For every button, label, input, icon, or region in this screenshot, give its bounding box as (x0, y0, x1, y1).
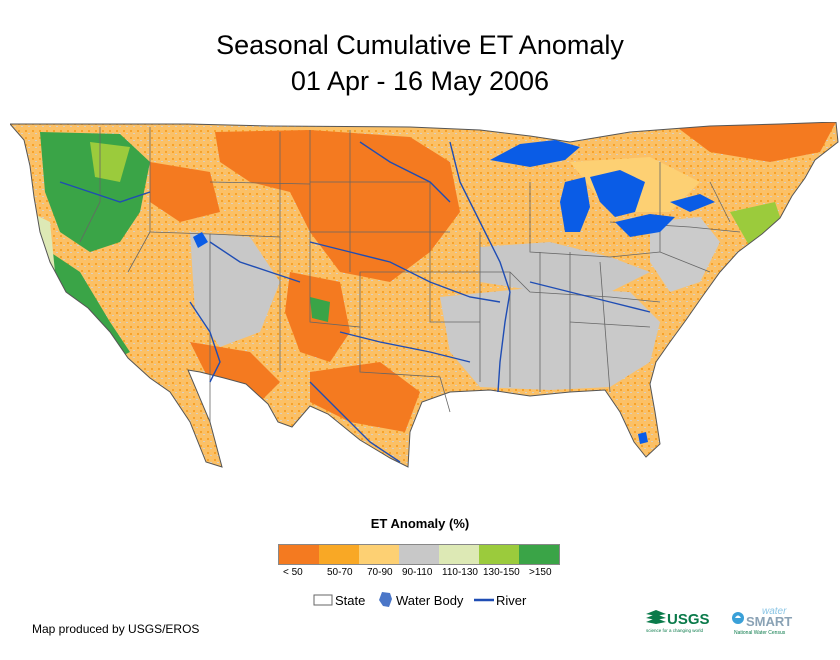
usgs-wordmark: USGS (667, 611, 710, 628)
legend-water-body-label: Water Body (396, 592, 464, 608)
legend-labels: < 50 50-70 70-90 90-110 110-130 130-150 … (272, 567, 572, 581)
usgs-tagline: science for a changing world (646, 628, 704, 633)
legend-swatches (278, 544, 560, 565)
legend-water-body: Water Body (376, 591, 463, 609)
legend-river-label: River (496, 592, 527, 608)
legend-label: 90-110 (402, 567, 433, 578)
et-anomaly-map (10, 122, 839, 468)
usgs-logo-icon: USGS science for a changing world (646, 610, 710, 633)
legend-label: >150 (529, 567, 552, 578)
lake-ontario (670, 194, 715, 212)
legend-label: < 50 (283, 567, 303, 578)
swatch-50-70 (319, 545, 359, 564)
river-line-icon (474, 598, 494, 602)
anomaly-fill (10, 122, 838, 467)
map-title: Seasonal Cumulative ET Anomaly (216, 30, 624, 60)
legend-river: River (473, 591, 526, 609)
state-outline-icon (313, 594, 333, 606)
lake-superior (490, 140, 580, 167)
legend-state-label: State (335, 592, 366, 608)
legend-title: ET Anomaly (%) (370, 516, 470, 531)
legend-state: State (313, 591, 365, 609)
rivers (59, 141, 651, 463)
credit-text: Map produced by USGS/EROS (32, 622, 200, 636)
swatch-130-150 (479, 545, 519, 564)
swatch-70-90 (359, 545, 399, 564)
legend-label: 70-90 (367, 567, 393, 578)
lake-okeechobee (638, 432, 648, 444)
lake-michigan (560, 177, 590, 232)
water-word: water (762, 606, 787, 617)
state-boundaries (10, 122, 839, 468)
agency-logos: USGS science for a changing world water … (646, 606, 792, 636)
watersmart-logo-icon: water SMART National Water Census (732, 606, 792, 636)
water-drop-icon (379, 592, 392, 607)
legend-label: 130-150 (483, 567, 520, 578)
smart-tagline: National Water Census (734, 630, 786, 636)
swatch-gt150 (519, 545, 559, 564)
swatch-110-130 (439, 545, 479, 564)
swatch-90-110 (399, 545, 439, 564)
lake-erie (615, 214, 675, 237)
map-date-range: 01 Apr - 16 May 2006 (290, 66, 550, 96)
water-bodies (193, 140, 715, 444)
great-salt-lake (193, 232, 208, 248)
lake-huron (590, 170, 645, 217)
smart-word: SMART (746, 614, 792, 629)
legend-label: 50-70 (327, 567, 353, 578)
swatch-lt50 (279, 545, 319, 564)
legend-label: 110-130 (442, 567, 478, 578)
